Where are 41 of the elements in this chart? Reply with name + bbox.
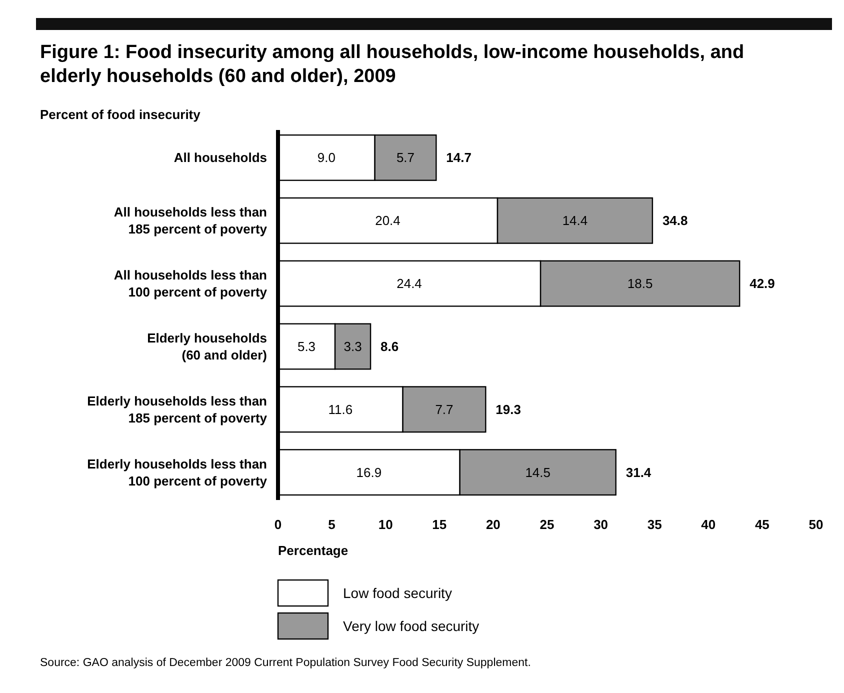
x-tick-label: 35 bbox=[647, 517, 662, 532]
x-tick-label: 0 bbox=[274, 517, 282, 532]
x-tick-label: 40 bbox=[701, 517, 716, 532]
x-tick-label: 30 bbox=[594, 517, 608, 532]
chart-title: Figure 1: Food insecurity among all households, low-income households, and elderly households (60 and older), 2009 bbox=[40, 42, 744, 87]
total-label: 42.9 bbox=[750, 276, 775, 292]
data-label: 16.9 bbox=[356, 464, 382, 480]
data-label: 20.4 bbox=[375, 213, 400, 228]
total-label: 34.8 bbox=[662, 213, 688, 228]
data-label: 3.3 bbox=[344, 339, 362, 354]
legend-label: Low food security bbox=[343, 584, 452, 601]
x-tick-label: 50 bbox=[808, 517, 824, 532]
data-label: 14.5 bbox=[525, 464, 551, 480]
data-label: 11.6 bbox=[328, 402, 353, 417]
legend-label: Very low food security bbox=[343, 618, 480, 634]
source-note: Source: GAO analysis of December 2009 Current Population Survey Food Security Supplement. bbox=[40, 657, 531, 669]
y-tick-label: Elderly households less than 100 percent of poverty bbox=[87, 456, 268, 488]
data-label: 14.4 bbox=[562, 213, 588, 228]
y-tick-label: All households less than 100 percent of poverty bbox=[114, 268, 268, 300]
data-label: 18.5 bbox=[627, 276, 653, 292]
x-tick-label: 5 bbox=[328, 517, 336, 532]
total-label: 8.6 bbox=[380, 339, 399, 354]
x-tick-label: 45 bbox=[754, 517, 770, 532]
total-label: 19.3 bbox=[496, 402, 521, 417]
data-label: 9.0 bbox=[317, 150, 336, 166]
data-label: 24.4 bbox=[396, 276, 422, 292]
total-label: 14.7 bbox=[446, 150, 472, 166]
data-label: 5.3 bbox=[297, 339, 316, 354]
data-label: 5.7 bbox=[396, 150, 415, 166]
y-tick-label: All households less than 185 percent of poverty bbox=[114, 204, 268, 237]
data-label: 7.7 bbox=[435, 402, 454, 417]
text: Percent of food insecurity bbox=[40, 107, 202, 122]
total-label: 31.4 bbox=[626, 464, 652, 480]
x-tick-label: 15 bbox=[432, 517, 447, 532]
x-axis-title: Percentage bbox=[278, 543, 348, 558]
x-tick-label: 10 bbox=[378, 517, 393, 532]
y-tick-label: All households bbox=[174, 150, 267, 166]
x-tick-label: 20 bbox=[486, 517, 500, 532]
y-tick-label: Elderly households less than 185 percent of poverty bbox=[87, 393, 268, 426]
y-tick-label: Elderly households (60 and older) bbox=[147, 330, 267, 363]
x-tick-label: 25 bbox=[540, 517, 554, 532]
